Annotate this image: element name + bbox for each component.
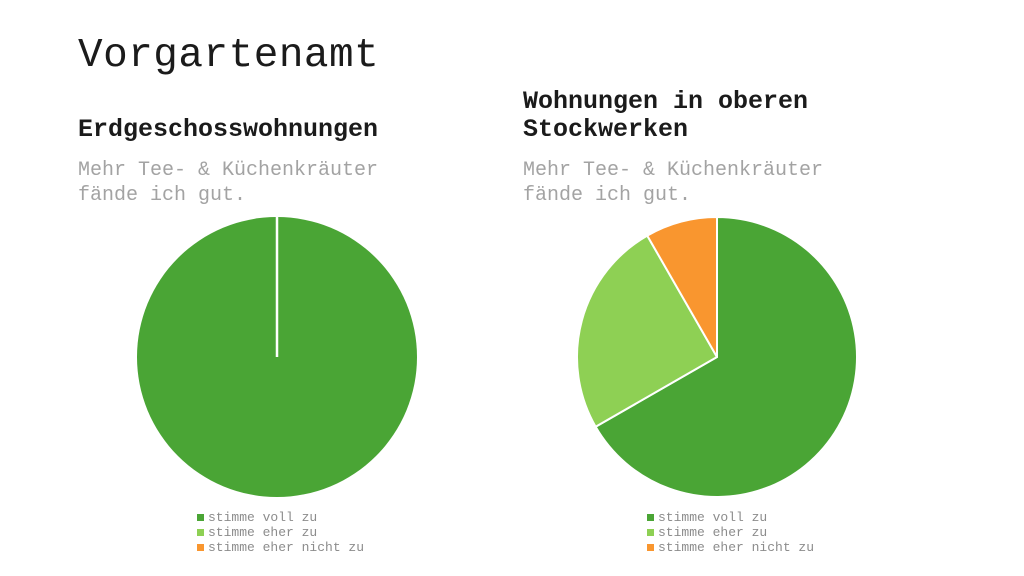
legend-obere-stockwerke: stimme voll zu stimme eher zu stimme ehe… xyxy=(647,510,814,555)
legend-swatch-eher-nicht-zu xyxy=(197,544,204,551)
legend-item: stimme eher zu xyxy=(647,525,814,540)
pie-chart-obere-stockwerke xyxy=(576,216,858,498)
legend-erdgeschoss: stimme voll zu stimme eher zu stimme ehe… xyxy=(197,510,364,555)
legend-item: stimme eher zu xyxy=(197,525,364,540)
panel-heading-obere-stockwerke: Wohnungen in oberen Stockwerken xyxy=(523,87,809,144)
legend-label: stimme eher zu xyxy=(658,525,768,540)
legend-swatch-eher-zu xyxy=(647,529,654,536)
legend-item: stimme eher nicht zu xyxy=(647,540,814,555)
legend-item: stimme voll zu xyxy=(647,510,814,525)
legend-swatch-voll-zu xyxy=(197,514,204,521)
legend-label: stimme eher nicht zu xyxy=(658,540,815,555)
pie-chart-erdgeschoss xyxy=(137,217,417,497)
legend-label: stimme voll zu xyxy=(208,510,318,525)
legend-label: stimme eher nicht zu xyxy=(208,540,365,555)
slide-title: Vorgartenamt xyxy=(78,33,380,79)
legend-swatch-eher-nicht-zu xyxy=(647,544,654,551)
panel-heading-erdgeschoss: Erdgeschosswohnungen xyxy=(78,115,379,144)
legend-swatch-eher-zu xyxy=(197,529,204,536)
legend-item: stimme eher nicht zu xyxy=(197,540,364,555)
panel-subtitle-erdgeschoss: Mehr Tee- & Küchenkräuter fände ich gut. xyxy=(78,159,379,207)
legend-label: stimme voll zu xyxy=(658,510,768,525)
legend-swatch-voll-zu xyxy=(647,514,654,521)
legend-item: stimme voll zu xyxy=(197,510,364,525)
legend-label: stimme eher zu xyxy=(208,525,318,540)
panel-subtitle-obere-stockwerke: Mehr Tee- & Küchenkräuter fände ich gut. xyxy=(523,159,824,207)
